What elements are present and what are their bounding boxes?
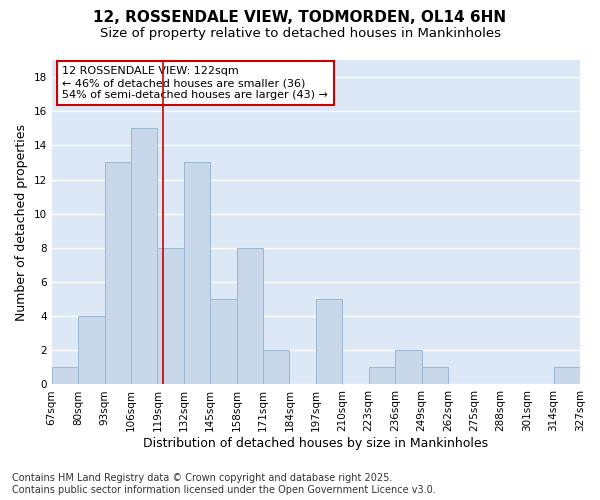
Bar (78, 316, 104, 384)
Bar (554, 368, 580, 384)
Bar (184, 162, 210, 384)
Text: 12 ROSSENDALE VIEW: 122sqm
← 46% of detached houses are smaller (36)
54% of semi: 12 ROSSENDALE VIEW: 122sqm ← 46% of deta… (62, 66, 328, 100)
Bar (263, 350, 289, 384)
Bar (316, 299, 342, 384)
X-axis label: Distribution of detached houses by size in Mankinholes: Distribution of detached houses by size … (143, 437, 488, 450)
Bar (52, 368, 78, 384)
Bar (131, 128, 157, 384)
Bar (104, 162, 131, 384)
Bar (210, 299, 236, 384)
Bar (421, 368, 448, 384)
Bar (157, 248, 184, 384)
Text: Size of property relative to detached houses in Mankinholes: Size of property relative to detached ho… (100, 28, 500, 40)
Bar (395, 350, 422, 384)
Text: Contains HM Land Registry data © Crown copyright and database right 2025.
Contai: Contains HM Land Registry data © Crown c… (12, 474, 436, 495)
Bar (368, 368, 395, 384)
Bar (236, 248, 263, 384)
Y-axis label: Number of detached properties: Number of detached properties (15, 124, 28, 320)
Text: 12, ROSSENDALE VIEW, TODMORDEN, OL14 6HN: 12, ROSSENDALE VIEW, TODMORDEN, OL14 6HN (94, 10, 506, 25)
